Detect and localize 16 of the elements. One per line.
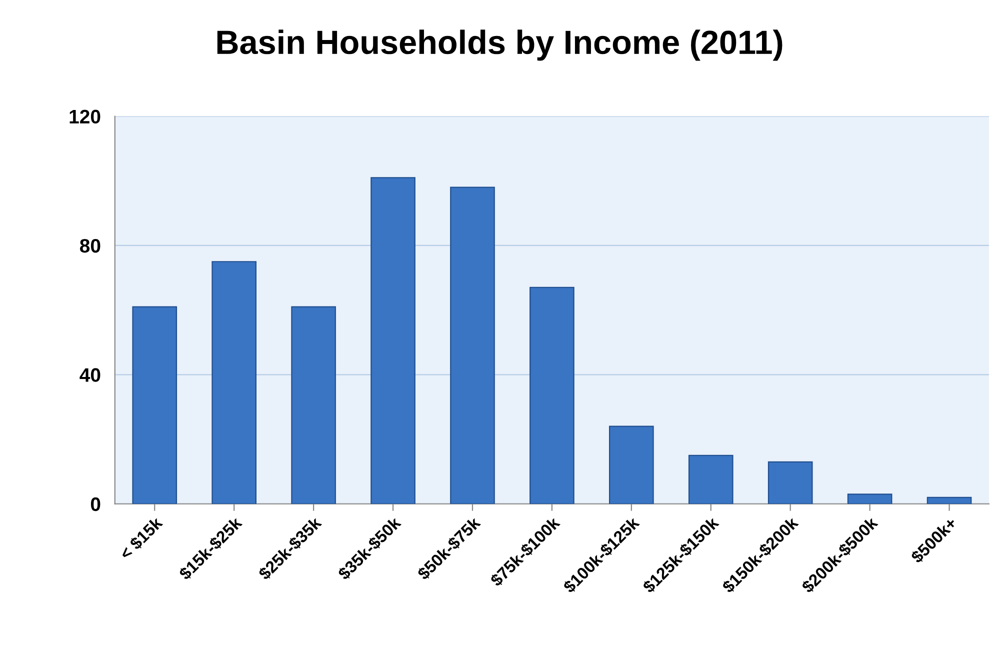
bar — [291, 306, 336, 504]
bar — [450, 186, 495, 504]
bar — [688, 454, 734, 504]
y-tick-label: 120 — [70, 110, 100, 124]
bar — [847, 494, 892, 504]
bar — [768, 461, 813, 504]
bar — [132, 306, 178, 504]
bar — [212, 261, 256, 504]
bar — [609, 426, 654, 504]
bar — [530, 286, 574, 504]
y-tick-label: 40 — [80, 368, 100, 382]
bar — [926, 496, 972, 504]
bar — [370, 177, 416, 504]
y-tick-label: 0 — [90, 497, 100, 512]
y-tick-label: 80 — [80, 238, 100, 253]
chart-title: Basin Households by Income (2011) — [217, 30, 782, 61]
